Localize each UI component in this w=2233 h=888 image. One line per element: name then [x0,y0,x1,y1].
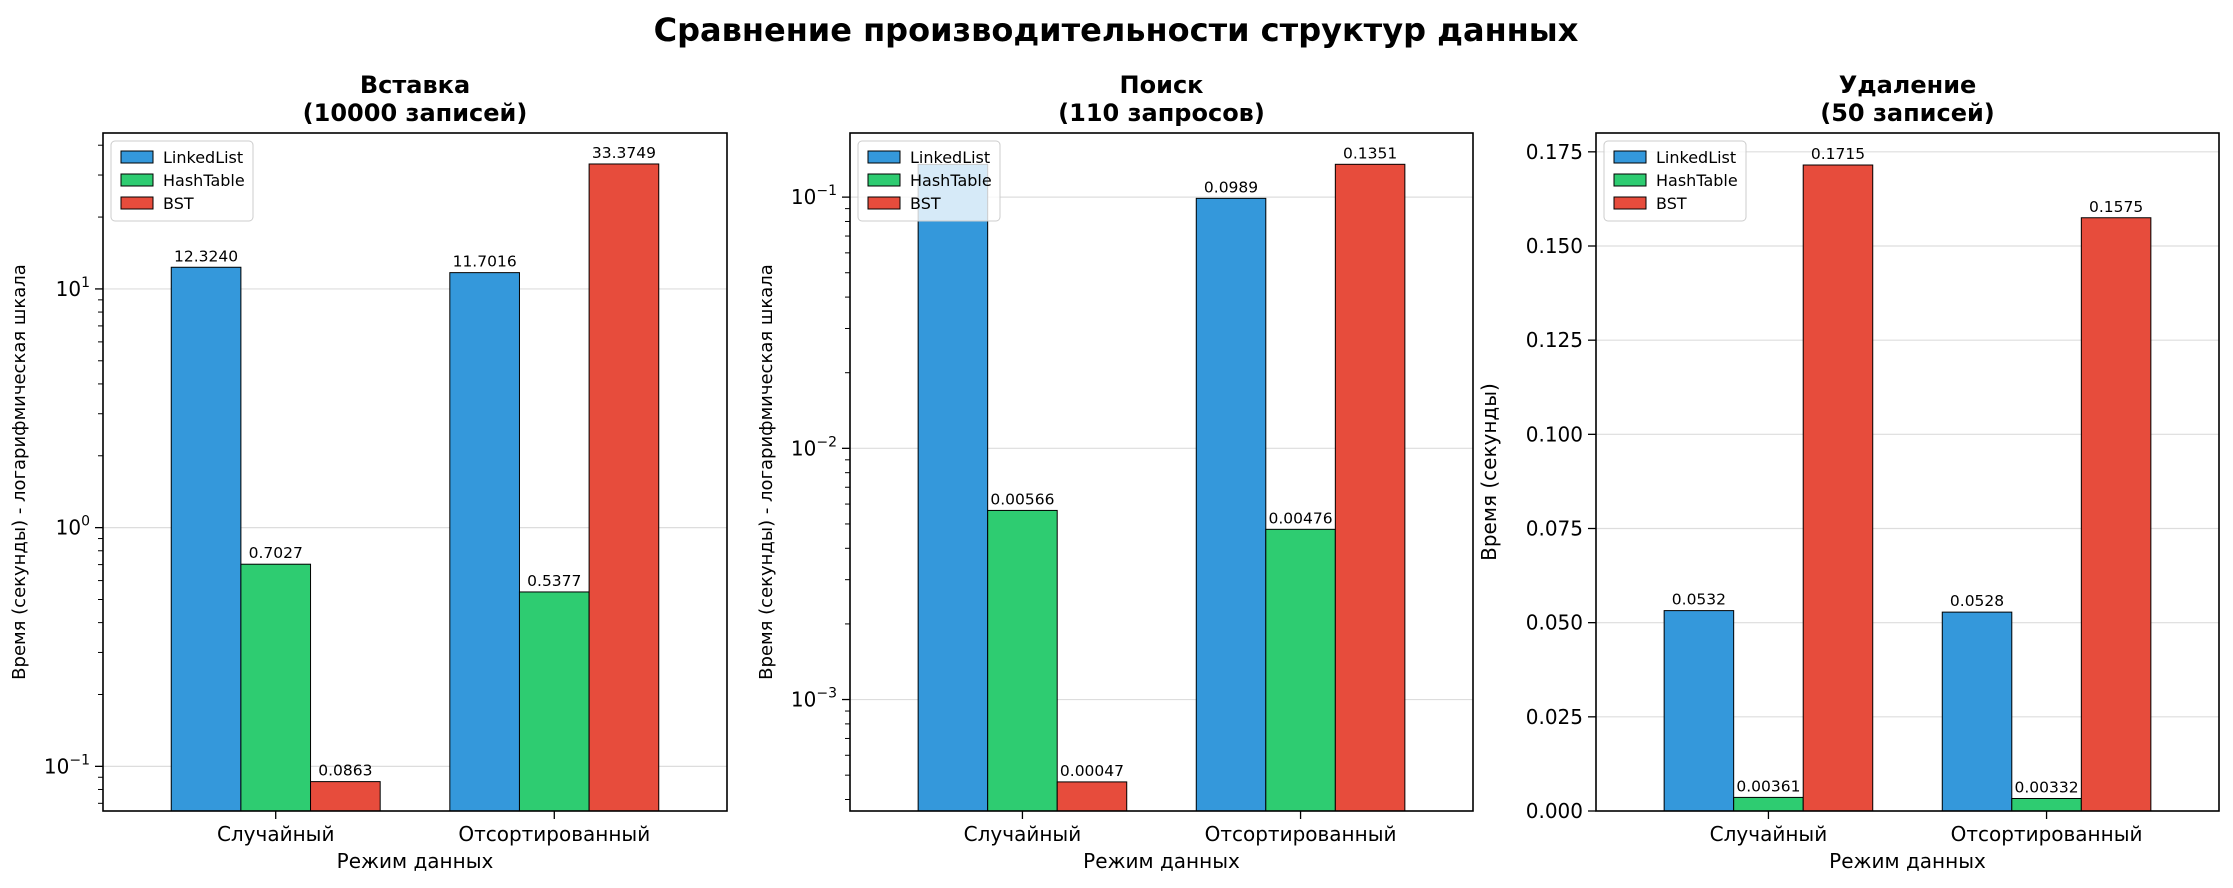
panel-title: (50 записей) [1820,99,1995,127]
data-label: 0.00047 [1060,762,1124,780]
x-axis-label: Режим данных [337,849,494,873]
bars: 0.0989 0.00566 0.00476 0.00047 0.1351 [917,144,1406,812]
legend-swatch-hashtable [120,173,154,187]
data-label: 12.3240 [174,247,238,265]
bar-bst-1 [1056,781,1128,812]
legend-label: LinkedList [910,148,990,167]
bar-linkedlist-2 [1941,611,2013,812]
panel-title: Удаление [1839,71,1977,99]
legend-label: BST [910,194,941,213]
legend-swatch-linkedlist [1613,150,1647,164]
bar-hashtable-1 [987,509,1058,812]
x-tick-label: Случайный [964,822,1082,846]
data-label: 0.1715 [1811,145,1865,163]
x-axis-label: Режим данных [1829,849,1986,873]
bar-bst-2 [2080,217,2152,812]
bar-linkedlist-2 [1195,197,1267,812]
legend-label: LinkedList [1656,148,1736,167]
data-label: 0.00361 [1736,777,1800,795]
y-axis-label: Время (секунды) - логарифмическая шкала [756,264,777,680]
data-label: 0.00566 [990,490,1054,508]
data-label: 0.00476 [1269,509,1333,527]
panel-title: Вставка [360,71,470,99]
y-tick-label: 0.075 [1526,517,1583,541]
legend: LinkedList HashTable BST [1603,140,1747,222]
bar-linkedlist-1 [170,266,242,812]
figure-title: Сравнение производительности структур да… [654,11,1579,49]
y-tick-label: 0.150 [1526,234,1583,258]
data-label: 0.0863 [318,762,372,780]
bar-linkedlist-1 [1663,610,1735,812]
x-tick-label: Случайный [1710,822,1828,846]
legend-swatch-linkedlist [120,150,154,164]
panel-title: Поиск [1120,71,1204,99]
x-tick-label: Отсортированный [1951,822,2143,846]
legend-swatch-linkedlist [867,150,901,164]
plot-frame [102,132,728,812]
legend-swatch-hashtable [1613,173,1647,187]
data-label: 33.3749 [592,144,656,162]
x-tick-label: Случайный [217,822,335,846]
legend-label: HashTable [163,171,245,190]
legend-label: BST [163,194,194,213]
legend-label: LinkedList [163,148,243,167]
y-tick-label: 0.125 [1526,328,1583,352]
bar-hashtable-1 [240,563,312,812]
legend: LinkedList HashTable BST [857,140,1001,222]
y-axis-label: Время (секунды) [1477,383,1501,561]
plot-frame [1595,132,2220,812]
bar-bst-1 [1802,164,1874,812]
data-label: 11.7016 [453,253,517,271]
y-tick-label: 0.175 [1526,140,1583,164]
data-label: 0.00332 [2015,778,2079,796]
bar-hashtable-1 [1733,796,1804,812]
bar-bst-2 [1334,163,1406,812]
bar-hashtable-2 [2011,797,2082,812]
bar-bst-2 [588,163,660,812]
y-tick-label: 0.025 [1526,705,1583,729]
bar-hashtable-2 [1265,528,1336,812]
data-label: 0.7027 [249,544,303,562]
bars: 12.3240 11.7016 0.7027 0.5377 0.0863 33.3749 [170,144,660,812]
legend-label: HashTable [910,171,992,190]
bar-linkedlist-1 [917,163,989,812]
legend-swatch-hashtable [867,173,901,187]
legend-label: BST [1656,194,1687,213]
y-axis-label: Время (секунды) - логарифмическая шкала [9,264,30,680]
y-tick-label: 0.050 [1526,611,1583,635]
data-label: 0.1575 [2089,198,2143,216]
legend-swatch-bst [120,196,154,210]
chart-panel-1: 12.3240 11.7016 0.7027 0.5377 0.0863 33.37491… [9,71,728,873]
panel-title: (10000 записей) [303,99,528,127]
bar-bst-1 [310,781,381,812]
legend-swatch-bst [1613,196,1647,210]
data-label: 0.0528 [1950,592,2004,610]
legend: LinkedList HashTable BST [110,140,254,222]
chart-panel-2: 0.09890.005660.004760.000470.135110−310−… [756,71,1474,873]
data-label: 0.5377 [527,572,581,590]
data-label: 0.1351 [1343,144,1397,162]
x-tick-label: Отсортированный [1205,822,1397,846]
panel-title: (110 запросов) [1058,99,1265,127]
x-tick-label: Отсортированный [458,822,650,846]
y-tick-label: 0.100 [1526,422,1583,446]
legend-swatch-bst [867,196,901,210]
plot-frame [849,132,1474,812]
bar-hashtable-2 [518,591,590,812]
bars: 0.0532 0.0528 0.00361 0.00332 0.1715 0.1575 [1663,145,2152,812]
data-label: 0.0989 [1204,178,1258,196]
x-axis-label: Режим данных [1083,849,1240,873]
y-tick-label: 0.000 [1526,799,1583,823]
legend-label: HashTable [1656,171,1738,190]
data-label: 0.0532 [1672,591,1726,609]
bar-linkedlist-2 [449,272,520,812]
